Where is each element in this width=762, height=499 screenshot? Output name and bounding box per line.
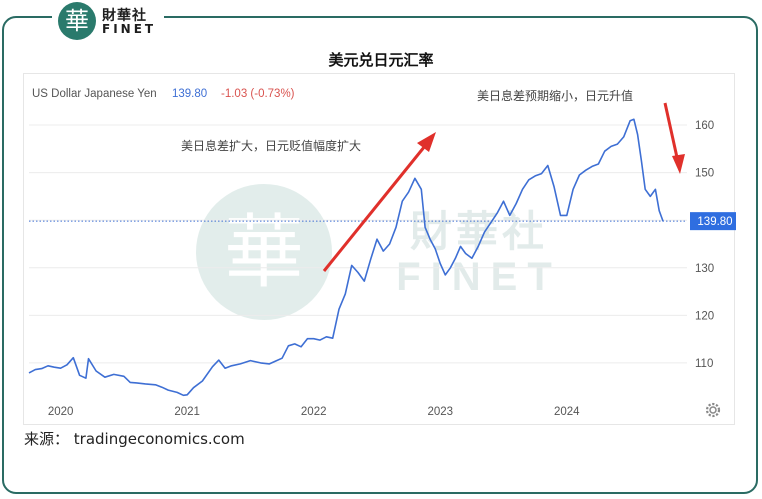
y-tick-label: 160 xyxy=(695,120,714,132)
source-text: 来源： tradingeconomics.com xyxy=(24,430,245,448)
y-tick-label: 150 xyxy=(695,168,714,180)
y-tick-label: 130 xyxy=(695,263,714,275)
chart-grid xyxy=(29,124,687,364)
watermark-seal-circle xyxy=(196,184,332,320)
x-tick-label: 2023 xyxy=(427,406,453,418)
up-arrow-head xyxy=(417,132,436,152)
logo-en: FINET xyxy=(102,22,157,36)
annotation-widening: 美日息差扩大，日元贬值幅度扩大 xyxy=(181,138,361,153)
finet-logo: 華 財華社 FINET xyxy=(52,0,164,42)
gear-icon[interactable] xyxy=(705,402,721,418)
watermark-en: FINET xyxy=(396,255,562,299)
series-layer xyxy=(28,118,664,397)
annotation-narrowing: 美日息差预期缩小，日元升值 xyxy=(477,88,633,103)
down-arrow-shaft xyxy=(663,102,680,163)
legend-last-value: 139.80 xyxy=(172,88,207,100)
x-axis: 2020 2021 2022 2023 2024 xyxy=(48,406,580,418)
y-axis: 110120130140150160 xyxy=(695,120,714,370)
down-arrow-head xyxy=(672,154,685,174)
price-tag-box xyxy=(690,212,740,231)
legend-change: -1.03 (-0.73%) xyxy=(221,88,295,100)
y-tick-label: 110 xyxy=(695,358,713,370)
page-title: 美元兑日元汇率 xyxy=(328,51,434,69)
arrows xyxy=(322,102,685,272)
legend-series-name: US Dollar Japanese Yen xyxy=(32,88,157,100)
price-tag: 139.80 xyxy=(690,212,740,231)
x-tick-label: 2021 xyxy=(174,406,200,418)
x-tick-label: 2022 xyxy=(301,406,327,418)
chart-panel: 華 財華社 FINET US Dollar Japanese Yen 139.8… xyxy=(23,73,740,425)
x-tick-label: 2024 xyxy=(554,406,580,418)
chart-svg: 華 財華社 FINET US Dollar Japanese Yen 139.8… xyxy=(28,88,740,418)
y-tick-label: 120 xyxy=(695,310,714,322)
series-line-usdjpy xyxy=(28,118,664,397)
logo-cn: 財華社 xyxy=(102,8,147,24)
watermark-seal: 華 xyxy=(224,208,304,297)
x-tick-label: 2020 xyxy=(48,406,74,418)
watermark-cn: 財華社 xyxy=(410,208,548,255)
up-arrow-shaft xyxy=(322,140,431,272)
logo-seal: 華 xyxy=(58,2,96,40)
price-tag-label: 139.80 xyxy=(697,216,732,228)
